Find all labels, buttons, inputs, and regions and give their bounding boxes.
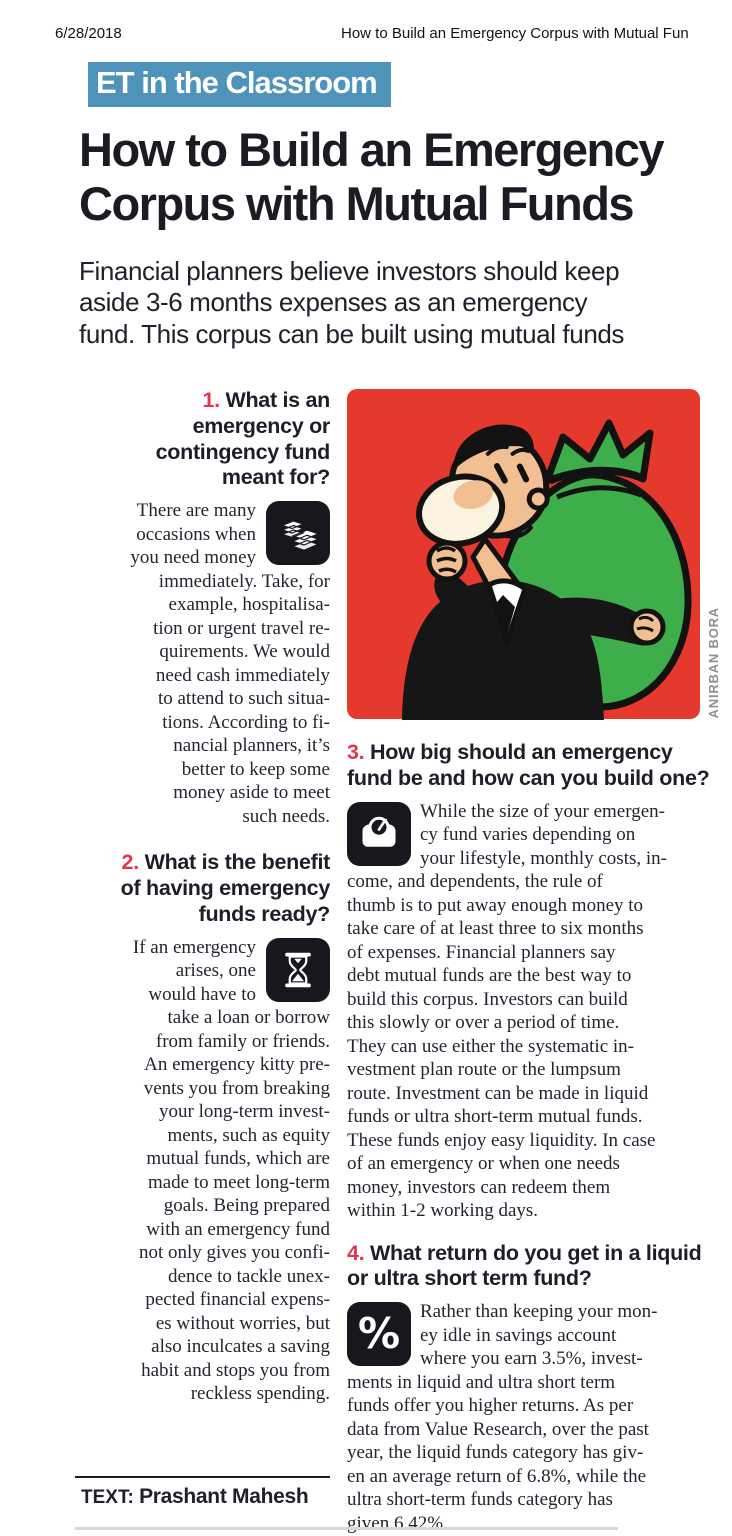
q4-number: 4. — [347, 1240, 365, 1265]
q3-number: 3. — [347, 740, 365, 764]
hourglass-icon — [266, 937, 330, 1002]
q4-heading-text: What return do you get in a liquid or ul… — [347, 1240, 702, 1291]
q1-body: There are many occasions when you need m… — [75, 499, 330, 828]
q2-body-text: If an emergency arises, one would have t… — [132, 936, 330, 1405]
article-headline: How to Build an Emergency Corpus with Mu… — [79, 123, 665, 230]
right-column: ANIRBAN BORA 3. How big should an emerge… — [347, 388, 721, 1536]
q1-heading: 1. What is an emergency or contingency f… — [75, 388, 331, 491]
section-q1: 1. What is an emergency or contingency f… — [75, 388, 330, 828]
q4-body: % Rather than keeping your mon- ey idle i… — [347, 1300, 719, 1535]
q3-heading: 3. How big should an emergency fund be a… — [347, 740, 719, 792]
q2-number: 2. — [121, 850, 140, 875]
q3-body-text: While the size of your emergen- cy fund … — [347, 800, 667, 1222]
left-column: 1. What is an emergency or contingency f… — [75, 388, 330, 1535]
q2-body: If an emergency arises, one would have t… — [75, 936, 330, 1406]
q1-heading-text: What is an emergency or contingency fund… — [155, 388, 331, 490]
weighing-scale-icon — [347, 801, 411, 866]
section-banner: ET in the Classroom — [88, 62, 391, 107]
q4-heading: 4. What return do you get in a liquid or… — [347, 1241, 719, 1293]
percent-icon: % — [347, 1302, 411, 1367]
illustration: ANIRBAN BORA — [347, 388, 721, 721]
article-footer: TEXT: Prashant Mahesh — [75, 1475, 330, 1509]
q2-heading: 2. What is the benefit of having emergen… — [75, 850, 331, 927]
cartoon-man-with-money-sack — [347, 389, 700, 721]
article-columns: 1. What is an emergency or contingency f… — [75, 388, 721, 1536]
bottom-divider-bar — [75, 1527, 618, 1530]
footer-credit: TEXT: Prashant Mahesh — [75, 1485, 330, 1509]
cash-stack-icon — [266, 501, 330, 566]
q1-body-text: There are many occasions when you need m… — [130, 500, 330, 827]
footer-rule — [75, 1475, 330, 1478]
percent-glyph: % — [357, 1309, 401, 1359]
section-q4: 4. What return do you get in a liquid or… — [347, 1241, 719, 1536]
q2-heading-text: What is the benefit of having emergency … — [120, 850, 331, 926]
illustration-credit: ANIRBAN BORA — [706, 606, 721, 718]
q1-number: 1. — [202, 388, 220, 412]
print-header-date: 6/28/2018 — [55, 25, 122, 42]
section-q2: 2. What is the benefit of having emergen… — [75, 850, 331, 1406]
section-q3: 3. How big should an emergency fund be a… — [347, 740, 719, 1223]
footer-author: Prashant Mahesh — [139, 1484, 309, 1508]
banner-label: ET in the Classroom — [96, 64, 378, 100]
article-standfirst: Financial planners believe investors sho… — [79, 256, 625, 349]
q3-body: While the size of your emergen- cy fund … — [347, 800, 719, 1223]
footer-label: TEXT: — [81, 1486, 134, 1508]
print-header-title: How to Build an Emergency Corpus with Mu… — [341, 25, 689, 42]
q3-heading-text: How big should an emergency fund be and … — [347, 740, 710, 790]
